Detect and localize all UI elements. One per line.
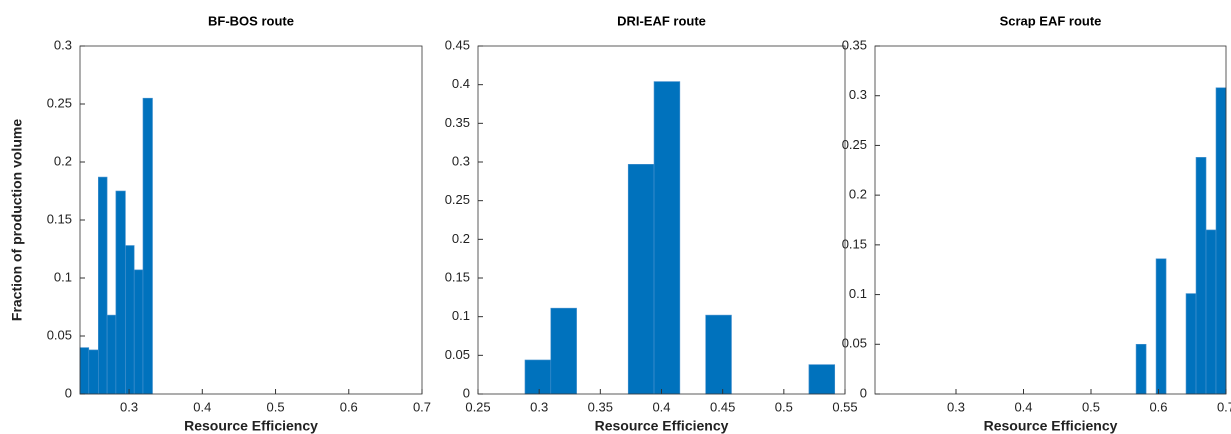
y-tick-label: 0.15 [47, 211, 72, 226]
y-tick-label: 0.3 [54, 37, 72, 52]
bar [133, 269, 144, 395]
y-tick-label: 0.25 [842, 137, 867, 152]
y-tick-label: 0.25 [445, 192, 470, 207]
y-tick-label: 0.15 [842, 236, 867, 251]
y-tick-label: 0.05 [842, 336, 867, 351]
y-tick-label: 0.1 [849, 286, 867, 301]
chart-title: BF-BOS route [208, 13, 294, 28]
x-tick-label: 0.4 [1014, 399, 1032, 414]
bar [1215, 87, 1227, 395]
bar [653, 81, 681, 395]
x-tick-label: 0.3 [947, 399, 965, 414]
y-tick-label: 0.05 [47, 327, 72, 342]
x-axis-label: Resource Efficiency [184, 418, 318, 434]
bar [627, 164, 655, 395]
y-tick-label: 0.1 [54, 269, 72, 284]
bar [125, 245, 135, 395]
bar [524, 359, 552, 395]
x-tick-label: 0.5 [775, 399, 793, 414]
axes-box [874, 45, 1227, 395]
x-tick-label: 0.4 [652, 399, 670, 414]
bar [106, 314, 117, 395]
x-tick-label: 0.55 [832, 399, 857, 414]
y-tick-label: 0.45 [445, 37, 470, 52]
x-tick-label: 0.35 [588, 399, 613, 414]
bar [1155, 258, 1167, 395]
y-axis-label: Fraction of production volume [9, 119, 25, 321]
panel: 0 0.05 0.1 0.15 0.2 0.25 0.3 0.35 0.4 0.45 0.25 0.3… [445, 13, 858, 433]
panel: 0 0.05 0.1 0.15 0.2 0.25 0.3 0.35 0.3 0.4 0.5 0.6 0.… [842, 13, 1231, 433]
y-tick-label: 0.25 [47, 95, 72, 110]
x-axis-label: Resource Efficiency [595, 418, 729, 434]
bar [88, 349, 99, 395]
x-tick-label: 0.6 [340, 399, 358, 414]
x-axis-label: Resource Efficiency [984, 418, 1118, 434]
x-tick-label: 0.3 [120, 399, 138, 414]
x-tick-label: 0.25 [465, 399, 490, 414]
bar [705, 314, 732, 395]
x-tick-label: 0.5 [266, 399, 284, 414]
y-tick-label: 0 [860, 385, 867, 400]
y-tick-label: 0.35 [445, 115, 470, 130]
y-tick-label: 0.15 [445, 269, 470, 284]
chart-title: Scrap EAF route [1000, 13, 1102, 28]
y-tick-label: 0.35 [842, 37, 867, 52]
x-tick-label: 0.6 [1149, 399, 1167, 414]
y-tick-label: 0.4 [452, 76, 470, 91]
x-tick-label: 0.7 [1217, 399, 1231, 414]
x-tick-label: 0.45 [710, 399, 735, 414]
bar [1135, 343, 1147, 395]
bar [98, 176, 108, 395]
y-tick-label: 0.2 [849, 187, 867, 202]
y-tick-label: 0.05 [445, 347, 470, 362]
y-tick-label: 0.3 [452, 153, 470, 168]
x-tick-label: 0.5 [1082, 399, 1100, 414]
bar [79, 347, 90, 395]
panel: 0 0.05 0.1 0.15 0.2 0.25 0.3 0.3 0.4 0.5 0.6 0.7 BF-… [9, 13, 431, 433]
chart-title: DRI-EAF route [617, 13, 706, 28]
y-tick-label: 0.3 [849, 87, 867, 102]
x-tick-label: 0.3 [530, 399, 548, 414]
bar [550, 307, 577, 395]
bar [808, 364, 836, 395]
x-tick-label: 0.4 [193, 399, 211, 414]
bar [142, 97, 153, 395]
x-tick-label: 0.7 [413, 399, 431, 414]
y-tick-label: 0.2 [54, 153, 72, 168]
y-tick-label: 0 [463, 385, 470, 400]
y-tick-label: 0.2 [452, 231, 470, 246]
bar [1195, 157, 1207, 395]
y-tick-label: 0 [65, 385, 72, 400]
bar [115, 190, 126, 395]
bar [1205, 229, 1217, 395]
bar [1185, 293, 1197, 395]
y-tick-label: 0.1 [452, 308, 470, 323]
